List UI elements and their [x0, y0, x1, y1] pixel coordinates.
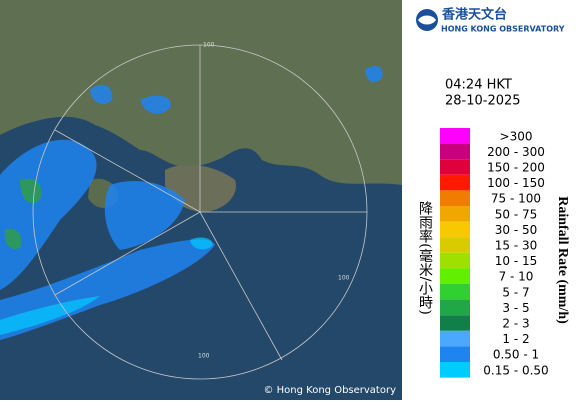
legend-swatch	[440, 284, 470, 300]
legend-label: 3 - 5	[502, 301, 529, 315]
legend-label: 50 - 75	[495, 207, 538, 221]
legend-label: 75 - 100	[491, 192, 541, 206]
legend-swatch	[440, 252, 470, 269]
legend-swatch	[440, 346, 470, 362]
legend-swatch	[440, 315, 470, 331]
legend-swatch	[440, 190, 470, 206]
legend-label: 7 - 10	[499, 270, 534, 284]
time: 04:24 HKT	[445, 78, 512, 93]
legend-title-zh: 降雨率(毫米/小時)	[417, 201, 433, 315]
copyright: © Hong Kong Observatory	[263, 385, 396, 396]
legend-swatch	[440, 362, 470, 378]
legend-swatch	[440, 128, 470, 144]
legend-swatch	[440, 174, 470, 191]
legend-swatch	[440, 221, 470, 238]
legend-label: 30 - 50	[495, 223, 538, 237]
legend-swatch	[440, 159, 470, 175]
legend-title-en: Rainfall Rate (mm/h)	[555, 196, 570, 324]
legend-label: 100 - 150	[487, 176, 545, 190]
legend-swatch	[440, 143, 470, 160]
logo-mark	[418, 15, 436, 25]
legend-label: 15 - 30	[495, 239, 538, 253]
light-rain	[0, 237, 213, 335]
moderate-rain	[4, 178, 42, 249]
date: 28-10-2025	[445, 94, 521, 109]
legend-swatch	[440, 237, 470, 253]
legend-label: 0.15 - 0.50	[483, 363, 548, 377]
range-rings	[32, 44, 368, 380]
range-label: 100	[338, 275, 350, 282]
legend-label: 2 - 3	[502, 317, 529, 331]
legend-label: 10 - 15	[495, 254, 538, 268]
range-label: 100	[198, 353, 210, 360]
legend-label: >300	[500, 129, 533, 143]
org-name-en: HONG KONG OBSERVATORY	[441, 25, 565, 34]
legend-label: 0.50 - 1	[493, 348, 539, 362]
legend-swatch	[440, 206, 470, 222]
legend-swatch	[440, 268, 470, 284]
legend-label: 1 - 2	[502, 332, 529, 346]
legend-label: 150 - 200	[487, 161, 545, 175]
land	[0, 0, 402, 185]
range-label: 100	[203, 42, 215, 49]
legend-label: 200 - 300	[487, 145, 545, 159]
legend-swatch	[440, 299, 470, 316]
legend-swatch	[440, 330, 470, 347]
legend-label: 5 - 7	[502, 285, 529, 299]
legend-panel	[402, 0, 577, 400]
org-name-zh: 香港天文台	[441, 7, 507, 23]
